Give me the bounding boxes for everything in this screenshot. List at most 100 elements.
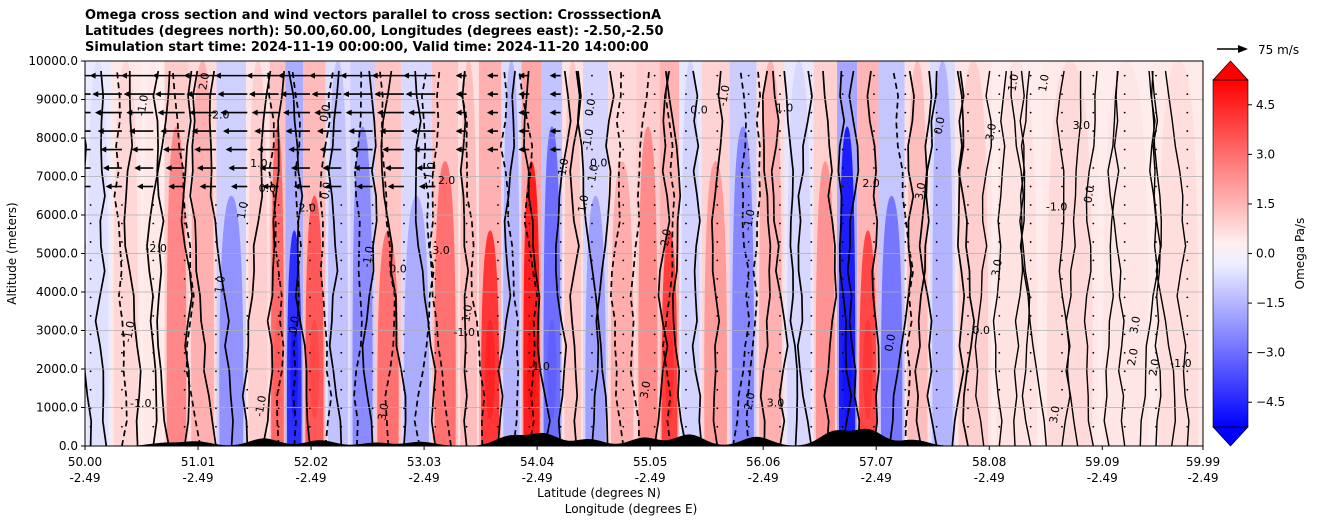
x-tick-label-lon: -2.49 [861, 471, 892, 485]
wind-vector-dot [1092, 425, 1095, 428]
wind-vector-head [455, 72, 462, 79]
omega-band [166, 126, 187, 446]
wind-vector-dot [810, 74, 813, 77]
contour-label: 1.0 [250, 157, 268, 170]
wind-vector-dot [528, 388, 531, 391]
contour-line [1010, 70, 1032, 446]
wind-vector-dot [403, 407, 405, 410]
wind-vector-dot [841, 167, 844, 169]
wind-vector-head [311, 91, 318, 98]
wind-vector-dot [1061, 167, 1063, 169]
wind-vector-dot [465, 241, 468, 243]
wind-vector-dot [810, 130, 813, 132]
wind-vector-dot [277, 407, 280, 410]
wind-vector-head [154, 91, 161, 98]
x-tick-label-lat: 51.01 [181, 455, 215, 469]
wind-vector-head [214, 72, 221, 79]
wind-vector-head [74, 184, 80, 190]
wind-vector-dot [873, 314, 875, 317]
wind-vector-dot [465, 259, 468, 262]
y-tick-label: 3000.0 [36, 324, 78, 338]
wind-vector-head [486, 72, 493, 79]
wind-vector-head [402, 72, 409, 79]
wind-vector-dot [403, 241, 405, 243]
contour-line [361, 70, 378, 446]
contour-label: 0.0 [583, 98, 599, 117]
contour-line [951, 70, 966, 446]
wind-vector-dot [747, 167, 750, 169]
wind-vector-dot [747, 259, 750, 262]
wind-vector-dot [998, 296, 1001, 299]
wind-vector-head [259, 165, 266, 172]
wind-vector-dot [434, 388, 437, 391]
wind-vector-dot [1186, 425, 1189, 428]
wind-vector-dot [246, 241, 249, 243]
colorbar-tick-label: 1.5 [1256, 197, 1275, 211]
wind-vector-dot [559, 388, 562, 391]
contour-line-negative [428, 70, 452, 446]
wind-vector-dot [528, 296, 531, 299]
wind-vector-dot [1186, 74, 1189, 77]
contour-label: 1.0 [575, 194, 591, 213]
wind-vector-dot [716, 111, 719, 114]
wind-vector-dot [277, 425, 280, 428]
wind-vector-dot [591, 370, 593, 373]
wind-vector-dot [1029, 388, 1032, 391]
wind-vector-dot [1061, 407, 1063, 410]
wind-vector-dot [779, 130, 781, 132]
wind-vector-dot [528, 204, 531, 206]
contour-line-negative [113, 70, 128, 446]
wind-vector-dot [371, 351, 374, 354]
contour-line [327, 70, 343, 446]
wind-vector-dot [873, 148, 875, 151]
contour-label: -1.0 [528, 360, 549, 373]
wind-vector-dot [841, 370, 844, 373]
wind-vector-dot [779, 296, 781, 299]
wind-vector-dot [340, 351, 343, 354]
wind-vector-dot [183, 278, 186, 280]
wind-vector-dot [998, 314, 1001, 317]
wind-vector-dot [716, 278, 719, 280]
wind-vector-dot [183, 259, 186, 262]
wind-vector-dot [340, 222, 343, 225]
wind-vector-head [228, 165, 235, 172]
wind-vector-dot [685, 204, 687, 206]
contour-label: 0.0 [590, 156, 608, 169]
wind-vector-dot [1123, 278, 1126, 280]
wind-vector-dot [904, 185, 907, 188]
wind-vector-dot [779, 241, 781, 243]
wind-vector-dot [653, 407, 656, 410]
wind-vector-dot [1029, 370, 1032, 373]
contour-line [837, 70, 853, 446]
wind-vector-dot [841, 425, 844, 428]
wind-vector-dot [747, 74, 750, 77]
wind-vector-head [455, 91, 462, 98]
wind-vector-dot [653, 333, 656, 336]
y-axis-label: Altitude (meters) [5, 202, 19, 304]
wind-vector-dot [559, 296, 562, 299]
contour-line-negative [499, 70, 520, 446]
wind-vector-dot [215, 370, 217, 373]
wind-vector-dot [309, 241, 311, 243]
wind-vector-head [410, 128, 417, 135]
wind-vector-dot [121, 296, 123, 299]
wind-vector-dot [810, 259, 813, 262]
omega-band [732, 126, 754, 446]
wind-vector-dot [685, 130, 687, 132]
x-tick-label-lat: 59.99 [1186, 455, 1220, 469]
wind-vector-dot [1029, 185, 1032, 188]
wind-vector-dot [277, 204, 280, 206]
wind-vector-dot [904, 241, 907, 243]
wind-vector-dot [215, 259, 217, 262]
wind-vector-dot [340, 388, 343, 391]
contour-label: -2.0 [145, 242, 166, 255]
wind-vector-dot [935, 74, 938, 77]
wind-vector-dot [1186, 167, 1189, 169]
wind-vector-dot [403, 351, 405, 354]
wind-vector-dot [497, 425, 499, 428]
contour-line [189, 70, 217, 446]
wind-vector-dot [841, 241, 844, 243]
wind-vector-dot [1061, 93, 1063, 96]
wind-vector-dot [528, 222, 531, 225]
wind-vector-dot [622, 241, 625, 243]
